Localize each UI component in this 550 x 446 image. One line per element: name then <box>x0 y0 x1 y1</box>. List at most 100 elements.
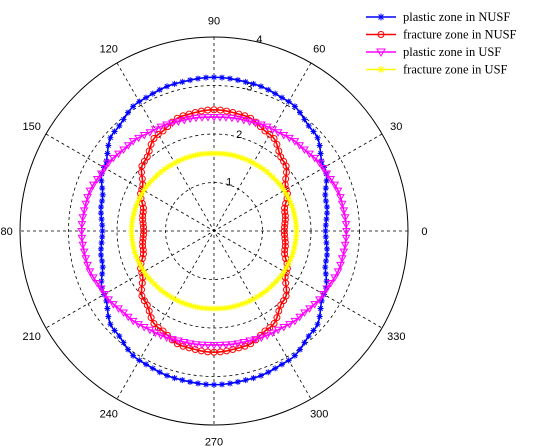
marker <box>326 176 336 184</box>
marker <box>120 339 127 346</box>
marker <box>140 268 147 275</box>
marker <box>100 291 110 299</box>
marker <box>130 103 137 110</box>
marker <box>322 270 329 277</box>
marker <box>104 296 114 304</box>
marker <box>164 372 171 379</box>
marker <box>202 74 209 81</box>
marker <box>148 278 155 285</box>
marker <box>281 208 289 216</box>
marker <box>246 158 253 165</box>
marker <box>103 158 110 165</box>
marker <box>140 187 147 194</box>
marker <box>134 257 141 264</box>
marker <box>148 177 155 184</box>
marker <box>265 86 272 93</box>
marker <box>215 305 222 312</box>
marker <box>174 337 183 346</box>
grid-spoke <box>45 133 383 329</box>
marker <box>322 264 329 271</box>
marker <box>323 203 330 210</box>
marker <box>156 369 163 376</box>
marker <box>116 122 123 129</box>
marker <box>239 154 246 161</box>
marker <box>242 377 249 384</box>
marker <box>264 168 271 175</box>
marker <box>283 264 290 271</box>
legend-label: fracture zone in NUSF <box>403 28 517 42</box>
marker <box>267 171 274 178</box>
marker <box>164 83 171 90</box>
marker <box>77 228 86 236</box>
marker <box>149 365 156 372</box>
marker <box>179 377 186 384</box>
marker <box>156 332 166 340</box>
marker <box>139 234 147 242</box>
marker <box>175 158 182 165</box>
marker <box>209 114 219 122</box>
marker <box>215 150 222 157</box>
marker <box>323 216 330 223</box>
marker <box>186 302 193 309</box>
marker <box>78 214 88 222</box>
marker <box>293 223 300 230</box>
marker <box>187 77 194 84</box>
marker <box>301 116 308 123</box>
marker <box>185 115 195 124</box>
marker <box>99 228 106 234</box>
marker <box>145 180 152 187</box>
marker <box>130 245 137 252</box>
marker <box>317 305 324 312</box>
marker <box>292 215 299 222</box>
marker <box>105 313 112 320</box>
marker <box>206 305 213 312</box>
angle-tick-label: 240 <box>100 408 118 420</box>
marker <box>281 268 288 275</box>
marker <box>273 177 280 184</box>
marker <box>162 121 171 130</box>
marker <box>88 181 98 190</box>
marker <box>136 357 143 364</box>
marker <box>318 297 325 304</box>
marker <box>98 210 105 217</box>
marker <box>246 297 253 304</box>
marker <box>190 303 197 310</box>
marker <box>323 210 330 217</box>
marker <box>104 305 111 312</box>
marker <box>211 305 217 312</box>
marker <box>129 215 136 222</box>
marker <box>157 287 164 294</box>
marker <box>79 207 89 215</box>
marker <box>273 278 280 285</box>
marker <box>81 255 91 263</box>
marker <box>275 307 283 315</box>
marker <box>270 320 278 328</box>
marker <box>281 216 289 224</box>
marker <box>79 248 89 257</box>
marker <box>99 197 106 204</box>
marker <box>77 234 87 243</box>
marker <box>98 203 105 210</box>
marker <box>164 291 171 298</box>
marker <box>265 369 272 376</box>
marker <box>198 304 205 311</box>
marker <box>114 150 123 159</box>
marker <box>171 80 178 87</box>
marker <box>139 220 147 228</box>
marker <box>233 340 243 348</box>
marker <box>154 130 162 138</box>
marker <box>305 305 314 313</box>
marker <box>285 261 292 268</box>
marker <box>129 240 136 247</box>
marker <box>251 336 260 344</box>
marker <box>143 183 150 190</box>
marker <box>227 151 234 158</box>
marker <box>273 326 283 335</box>
marker <box>139 223 147 231</box>
marker <box>136 261 143 268</box>
marker <box>314 296 324 304</box>
marker <box>139 212 147 220</box>
marker <box>292 236 299 243</box>
angle-tick-label: 60 <box>313 44 325 56</box>
